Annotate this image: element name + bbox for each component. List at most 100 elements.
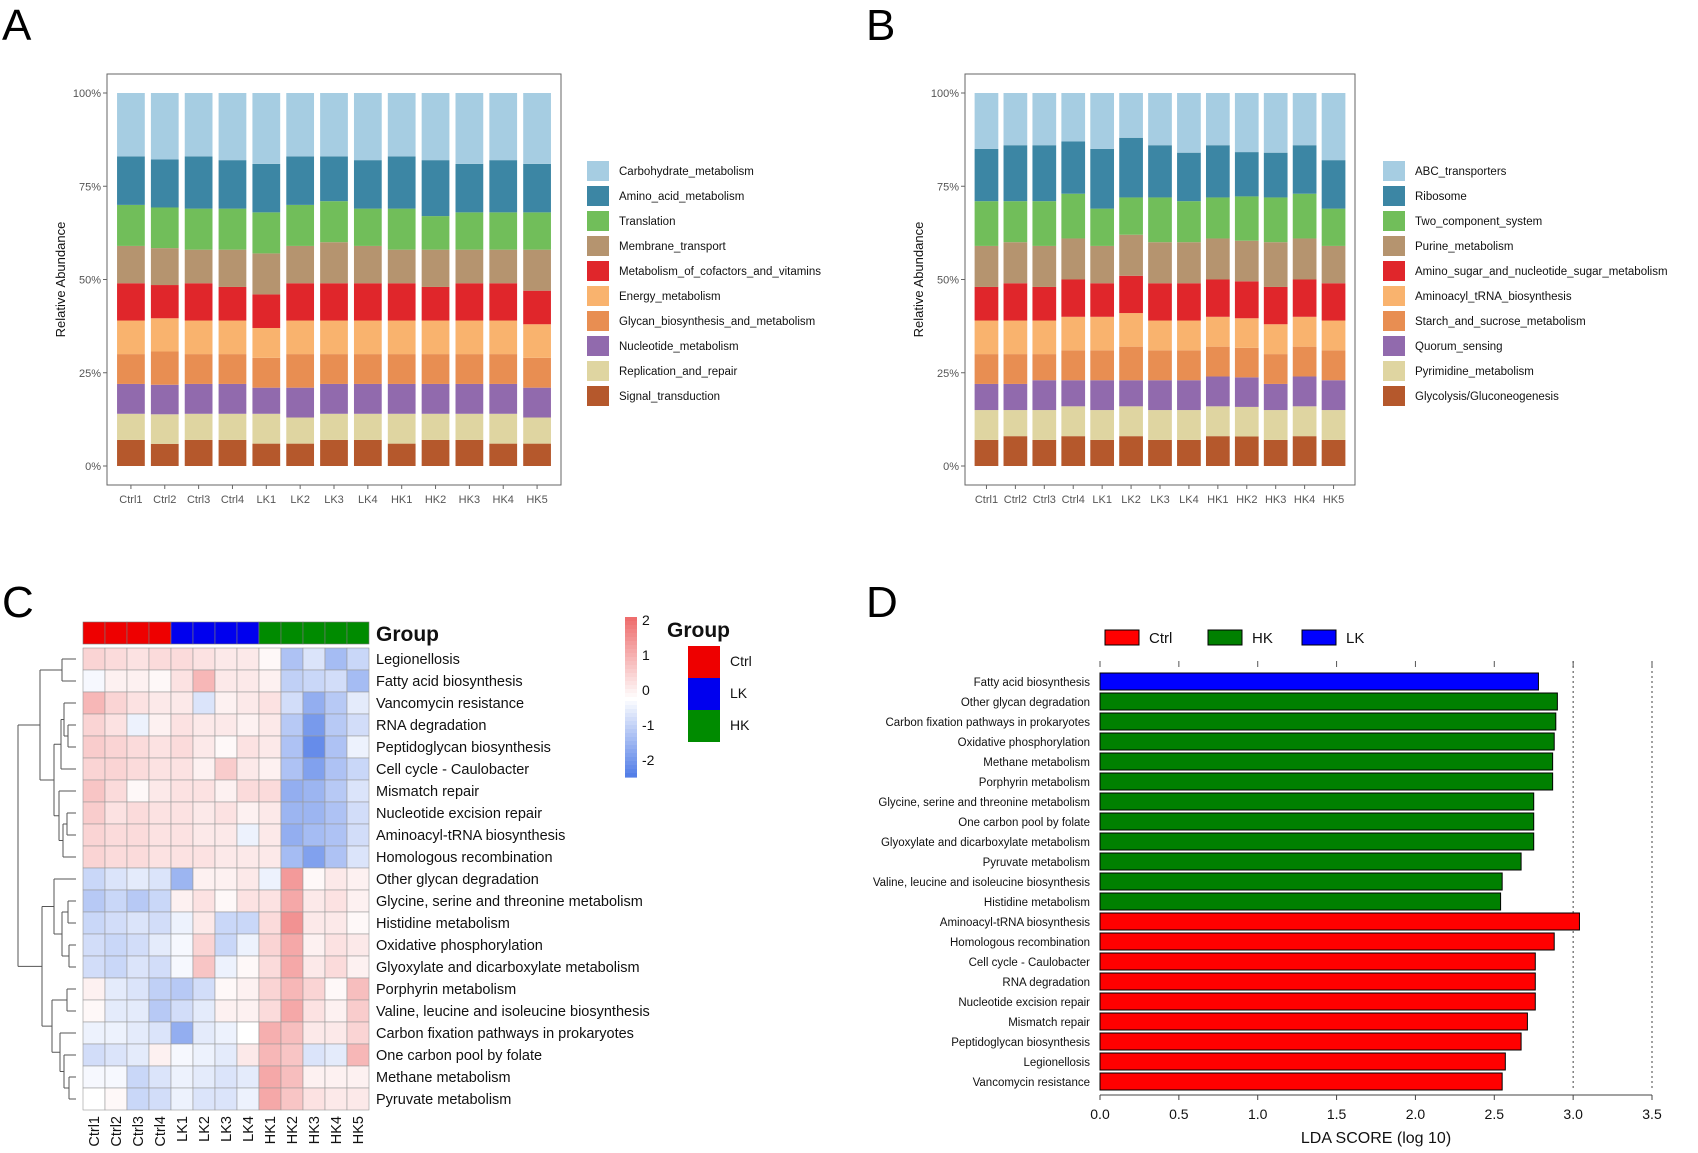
stacked-bar-segment [1263,324,1288,355]
legend-label: Signal_transduction [619,391,720,403]
heatmap-cell [214,1043,238,1067]
legend-swatch [1383,311,1405,331]
heatmap-cell [236,999,260,1023]
heatmap-cell [346,933,370,957]
x-tick-label: 2.0 [1406,1106,1426,1122]
heatmap-cell [324,779,348,803]
panel-b-stacked-bar-chart: 0% 25% 50% 75% 100% Relative Abundance Ctrl1 Ct… [911,73,1668,506]
stacked-bar-segment [218,320,247,355]
group-annotation-cell [214,621,238,645]
heatmap-cell [258,647,282,671]
stacked-bar-segment [184,208,213,250]
heatmap-cell [280,647,304,671]
heatmap-cell [324,955,348,979]
heatmap-cell [148,845,172,869]
column-label: Ctrl4 [153,1116,169,1147]
heatmap-cell [192,1043,216,1067]
heatmap-cell [148,999,172,1023]
stacked-bar-segment [1003,145,1028,202]
stacked-bar-segment [1321,320,1346,351]
group-annotation-cell [280,621,304,645]
stacked-bar-segment [455,439,484,466]
stacked-bar-segment [523,387,551,418]
stacked-bar-segment [489,249,518,284]
heatmap-cell [236,713,260,737]
stacked-bar-segment [320,93,348,157]
stacked-bar-segment [117,354,145,384]
stacked-bar-segment [184,413,213,440]
heatmap-cell [324,867,348,891]
stacked-bar-segment [286,354,315,388]
bar-label: Carbon fixation pathways in prokaryotes [885,717,1090,729]
heatmap-cell [104,911,128,935]
stacked-bar-segment [117,413,145,440]
column-label: HK2 [285,1116,301,1144]
heatmap-cell [258,779,282,803]
bar-label: Other glycan degradation [961,697,1090,709]
bar-label: Cell cycle - Caulobacter [969,957,1091,969]
heatmap-cell [148,933,172,957]
stacked-bar-segment [387,413,416,444]
heatmap-cell [236,955,260,979]
stacked-bar-segment [353,245,382,284]
stacked-bar-segment [320,201,348,243]
stacked-bar-segment [1148,283,1172,321]
bar-label: Valine, leucine and isoleucine biosynthe… [873,877,1090,889]
heatmap-cell [170,1021,194,1045]
legend-label: Carbohydrate_metabolism [619,166,754,178]
heatmap-cell [280,669,304,693]
bar-label: Mismatch repair [1008,1017,1090,1029]
stacked-bar-segment [421,413,450,440]
legend-swatch [1383,186,1405,206]
color-scale-step [625,705,637,710]
heatmap-cell [346,757,370,781]
heatmap-cell [302,669,326,693]
heatmap-cell [302,845,326,869]
heatmap-cell [302,955,326,979]
stacked-bar-segment [353,208,382,246]
heatmap-cell [192,911,216,935]
group-annotation-cell [104,621,128,645]
stacked-bar-segment [1148,350,1172,381]
lda-bar [1099,892,1502,911]
stacked-bar-segment [1205,376,1230,407]
heatmap-cell [236,757,260,781]
heatmap-cell [324,1087,348,1111]
x-tick-label: 3.0 [1563,1106,1583,1122]
heatmap-cell [324,845,348,869]
stacked-bar-segment [1148,320,1172,351]
stacked-bar-segment [1032,245,1057,287]
stacked-bar-segment [1205,197,1230,239]
legend-label: Glycan_biosynthesis_and_metabolism [619,316,815,328]
heatmap-cell [192,1021,216,1045]
heatmap-cell [104,823,128,847]
stacked-bar-segment [1177,439,1201,466]
heatmap-cell [192,999,216,1023]
color-scale-step [625,733,637,738]
legend-swatch [1383,236,1405,256]
heatmap-cell [346,999,370,1023]
heatmap-cell [324,691,348,715]
heatmap-cell [302,999,326,1023]
lda-bar [1099,952,1536,971]
group-annotation-cell [170,621,194,645]
stacked-bar-segment [1090,148,1115,209]
heatmap-cell [346,801,370,825]
color-scale-tick: -1 [642,717,655,733]
color-scale-step [625,761,637,766]
lda-bar [1099,1032,1522,1051]
color-scale-step [625,721,637,726]
color-scale-step [625,673,637,678]
stacked-bar-segment [353,93,382,161]
heatmap-cell [258,1021,282,1045]
stacked-bar-segment [320,283,348,321]
heatmap-cell [346,889,370,913]
heatmap-cell [82,955,106,979]
row-label: Oxidative phosphorylation [376,938,543,954]
bar-label: Peptidoglycan biosynthesis [951,1037,1090,1049]
heatmap-cell [148,1043,172,1067]
heatmap-cell [126,713,150,737]
heatmap-cell [302,977,326,1001]
color-scale-tick: -2 [642,752,655,768]
color-scale-step [625,773,637,778]
